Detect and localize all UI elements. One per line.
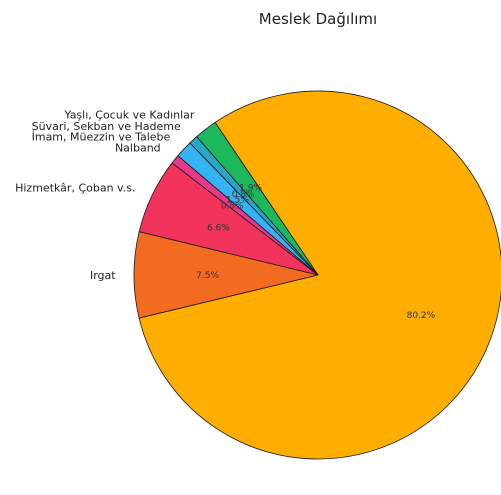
category-label-nalband: Nalband [115, 142, 161, 155]
pct-label-ya-l-ocuk-ve-kad-nlar: 1.9% [239, 184, 262, 194]
pct-label-irgat: 7.5% [196, 271, 219, 281]
category-label-i-mam-m-ezzin-ve-talebe: İmam, Müezzin ve Talebe [32, 131, 171, 144]
pct-label-i-mam-m-ezzin-ve-talebe: 1.5% [226, 196, 249, 206]
pie-slice-ift-i [138, 90, 501, 460]
category-label-hizmetk-r-oban-v-s: Hizmetkâr, Çoban v.s. [15, 182, 135, 195]
category-label-s-vari-sekban-ve-hademe: Süvari, Sekban ve Hademe [32, 120, 181, 133]
pct-label-ift-i: 80.2% [407, 311, 436, 321]
pct-label-hizmetk-r-oban-v-s: 6.6% [207, 223, 230, 233]
pct-label-nalband: 0.8% [221, 202, 244, 212]
category-label-irgat: Irgat [90, 269, 116, 282]
pct-label-s-vari-sekban-ve-hademe: 0.8% [232, 190, 255, 200]
pie-slices [133, 90, 501, 460]
category-label-ya-l-ocuk-ve-kad-nlar: Yaşlı, Çocuk ve Kadınlar [63, 109, 194, 122]
pie-slice-ya-l-ocuk-ve-kad-nlar [196, 121, 319, 276]
chart-title: Meslek Dağılımı [259, 10, 377, 28]
